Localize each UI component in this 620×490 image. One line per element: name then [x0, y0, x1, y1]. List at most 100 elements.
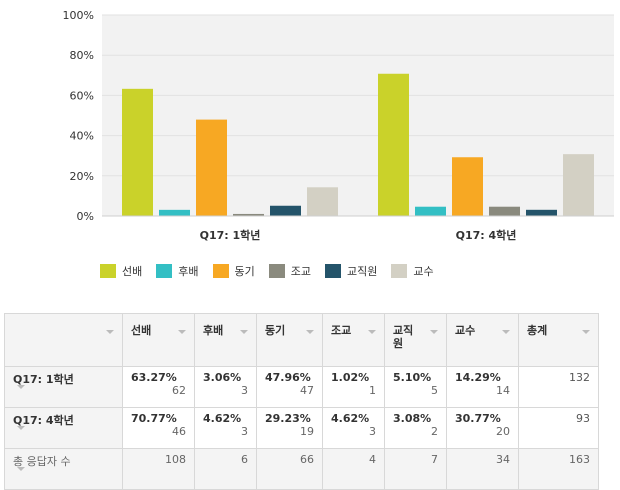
legend-label: 후배	[178, 265, 199, 278]
sort-caret-icon	[368, 330, 376, 334]
row-header[interactable]: Q17: 1학년	[4, 366, 123, 408]
table-cell: 47.96% 47	[256, 366, 323, 408]
cell-percent: 63.27%	[131, 371, 177, 384]
cell-percent: 4.62%	[331, 412, 370, 425]
bar	[563, 154, 594, 216]
expand-caret-icon	[17, 426, 25, 430]
expand-caret-icon	[17, 467, 25, 471]
bar	[489, 206, 520, 216]
legend-item: 선배	[100, 263, 142, 279]
y-tick-label: 80%	[70, 49, 94, 62]
cell-percent: 3.06%	[203, 371, 242, 384]
column-header[interactable]: 선배	[122, 313, 195, 367]
column-header-label: 교수	[455, 324, 476, 337]
sort-caret-icon	[178, 330, 186, 334]
y-tick-label: 40%	[70, 130, 94, 143]
column-header[interactable]: 교직원	[384, 313, 447, 367]
legend-item: 조교	[268, 263, 311, 279]
legend-swatch	[156, 264, 173, 278]
cell-count: 19	[300, 425, 314, 438]
column-header[interactable]: 후배	[194, 313, 257, 367]
cell-count: 3	[369, 425, 376, 438]
y-tick-label: 0%	[77, 210, 94, 223]
legend-swatch	[100, 264, 116, 278]
cell-count: 2	[431, 425, 438, 438]
column-header-label: 후배	[203, 324, 224, 337]
expand-caret-icon	[17, 385, 25, 389]
y-tick-label: 20%	[70, 170, 94, 183]
chart-legend: 선배 후배 동기 조교 교직원 교수	[100, 262, 448, 280]
cell-percent: 4.62%	[203, 412, 242, 425]
column-header[interactable]: 동기	[256, 313, 323, 367]
sort-caret-icon	[240, 330, 248, 334]
x-category-label: Q17: 1학년	[200, 228, 261, 242]
column-header-label: 선배	[131, 324, 152, 337]
totals-cell: 7	[384, 448, 447, 490]
table-header-row: 선배 후배 동기 조교 교직원 교수 총계	[4, 313, 599, 367]
sort-caret-icon	[502, 330, 510, 334]
row-total: 132	[518, 366, 599, 408]
legend-swatch	[391, 264, 408, 278]
table-cell: 4.62% 3	[194, 407, 257, 449]
bar	[159, 209, 190, 216]
table-cell: 30.77% 20	[446, 407, 519, 449]
cell-percent: 3.08%	[393, 412, 432, 425]
legend-item: 후배	[156, 263, 199, 279]
table-cell: 29.23% 19	[256, 407, 323, 449]
totals-cell: 108	[122, 448, 195, 490]
results-table: 선배 후배 동기 조교 교직원 교수 총계 Q17: 1학년 63.27% 62 3.06% 3 47…	[4, 313, 599, 490]
bar	[452, 157, 483, 216]
legend-item: 동기	[212, 263, 255, 279]
column-header-label: 교직원	[393, 324, 414, 350]
x-category-label: Q17: 4학년	[456, 228, 517, 242]
cell-percent: 1.02%	[331, 371, 370, 384]
column-header-label: 조교	[331, 324, 352, 337]
bar	[378, 73, 409, 217]
bar	[526, 209, 557, 216]
bar	[415, 206, 446, 216]
cell-count: 1	[369, 384, 376, 397]
cell-count: 62	[172, 384, 186, 397]
bar	[196, 119, 227, 216]
column-header[interactable]: 조교	[322, 313, 385, 367]
totals-cell: 6	[194, 448, 257, 490]
plot-area	[102, 15, 614, 216]
row-label: Q17: 1학년	[13, 373, 74, 386]
legend-label: 동기	[234, 265, 255, 278]
table-cell: 70.77% 46	[122, 407, 195, 449]
row-header[interactable]: Q17: 4학년	[4, 407, 123, 449]
bar	[270, 205, 301, 216]
table-row: Q17: 1학년 63.27% 62 3.06% 3 47.96% 47 1.02% 1 5.10…	[4, 366, 599, 408]
table-cell: 14.29% 14	[446, 366, 519, 408]
cell-count: 47	[300, 384, 314, 397]
sort-caret-icon	[306, 330, 314, 334]
table-cell: 1.02% 1	[322, 366, 385, 408]
sort-caret-icon	[582, 330, 590, 334]
totals-cell: 163	[518, 448, 599, 490]
cell-count: 5	[431, 384, 438, 397]
column-header[interactable]: 교수	[446, 313, 519, 367]
column-header[interactable]: 총계	[518, 313, 599, 367]
legend-swatch	[268, 264, 285, 278]
y-tick-label: 60%	[70, 89, 94, 102]
totals-cell: 4	[322, 448, 385, 490]
cell-count: 46	[172, 425, 186, 438]
totals-cell: 66	[256, 448, 323, 490]
table-cell: 5.10% 5	[384, 366, 447, 408]
cell-percent: 5.10%	[393, 371, 432, 384]
totals-cell: 34	[446, 448, 519, 490]
totals-row-header[interactable]: 총 응답자 수	[4, 448, 123, 490]
totals-label: 총 응답자 수	[13, 455, 71, 468]
cell-count: 3	[241, 425, 248, 438]
y-tick-label: 100%	[63, 9, 94, 22]
column-header-label: 동기	[265, 324, 286, 337]
bar	[307, 187, 338, 216]
cell-count: 14	[496, 384, 510, 397]
column-header-label: 총계	[527, 324, 548, 337]
legend-item: 교수	[391, 263, 434, 279]
bar-chart: 100% 80% 60% 40% 20% 0% Q17: 1학년 Q17: 4학년	[63, 9, 614, 242]
table-cell: 3.08% 2	[384, 407, 447, 449]
cell-percent: 47.96%	[265, 371, 311, 384]
corner-header[interactable]	[4, 313, 123, 367]
legend-swatch	[212, 264, 229, 278]
